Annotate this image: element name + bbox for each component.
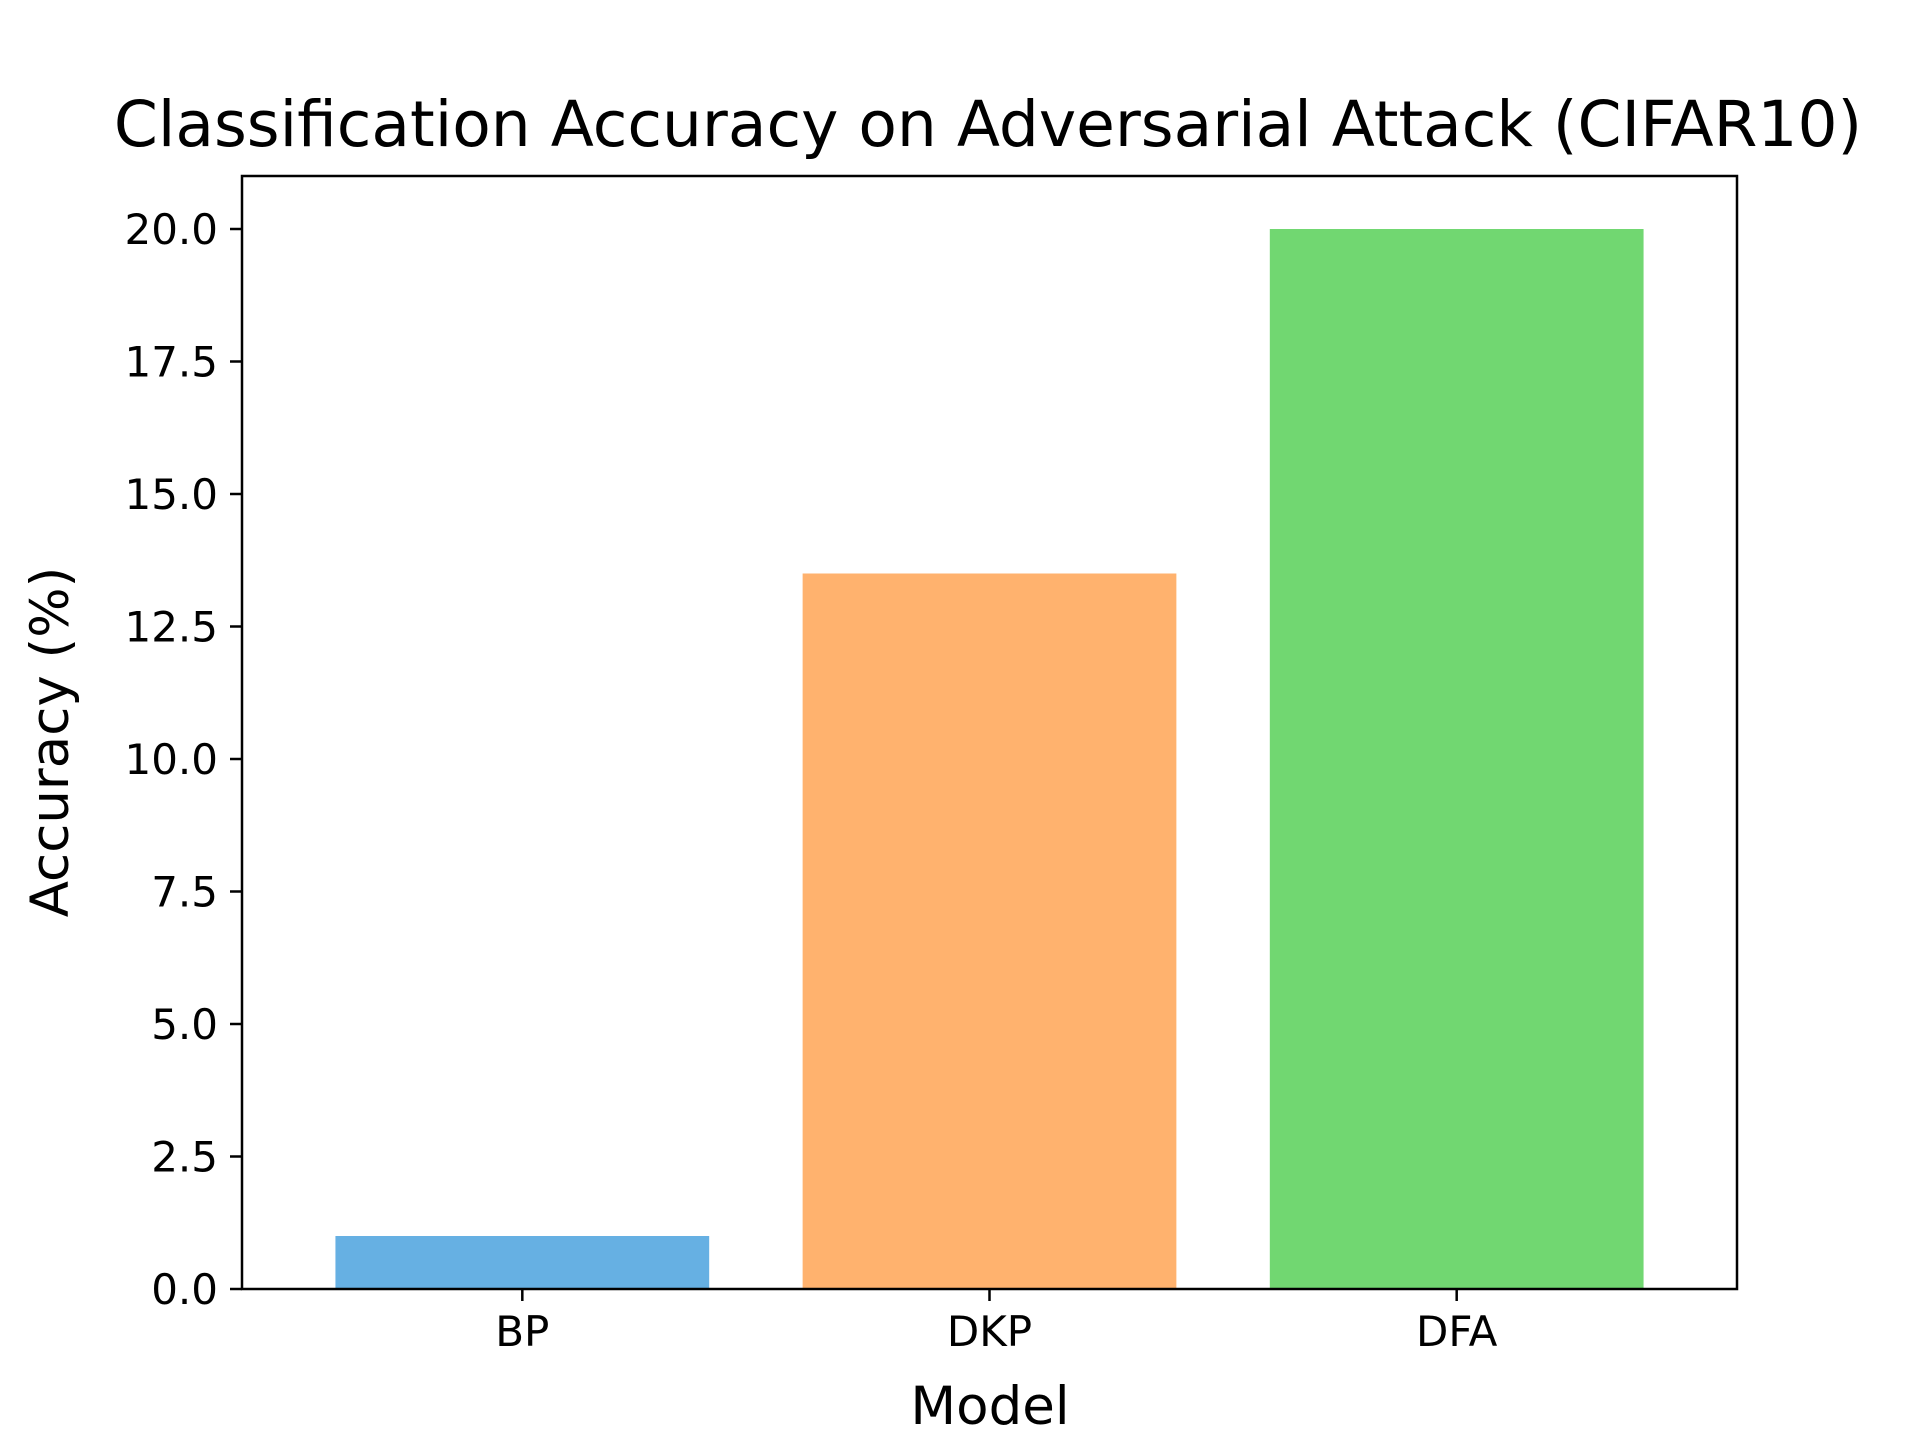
y-tick-label: 17.5 (124, 338, 218, 387)
y-axis-ticks: 0.0 2.5 5.0 7.5 10.0 12.5 15.0 17.5 20.0 (124, 205, 242, 1314)
x-tick-label: DFA (1416, 1307, 1498, 1356)
y-tick-label: 7.5 (151, 868, 218, 917)
bar-bp (335, 1236, 710, 1289)
bar-dfa (1269, 229, 1644, 1289)
x-axis-label: Model (910, 1376, 1069, 1437)
y-tick-label: 0.0 (151, 1265, 218, 1314)
bars-group (335, 229, 1644, 1289)
bar-dkp (802, 573, 1177, 1289)
y-tick-label: 20.0 (124, 205, 218, 254)
y-tick-label: 2.5 (151, 1133, 218, 1182)
y-axis-label: Accuracy (%) (20, 567, 81, 918)
x-axis-ticks: BP DKP DFA (495, 1289, 1498, 1356)
chart-title: Classification Accuracy on Adversarial A… (114, 88, 1862, 161)
plot-frame (240, 174, 1739, 1291)
y-tick-label: 5.0 (151, 1000, 218, 1049)
y-tick-label: 15.0 (124, 470, 218, 519)
x-tick-label: BP (495, 1307, 549, 1356)
y-tick-label: 10.0 (124, 735, 218, 784)
y-tick-label: 12.5 (124, 603, 218, 652)
x-tick-label: DKP (947, 1307, 1032, 1356)
